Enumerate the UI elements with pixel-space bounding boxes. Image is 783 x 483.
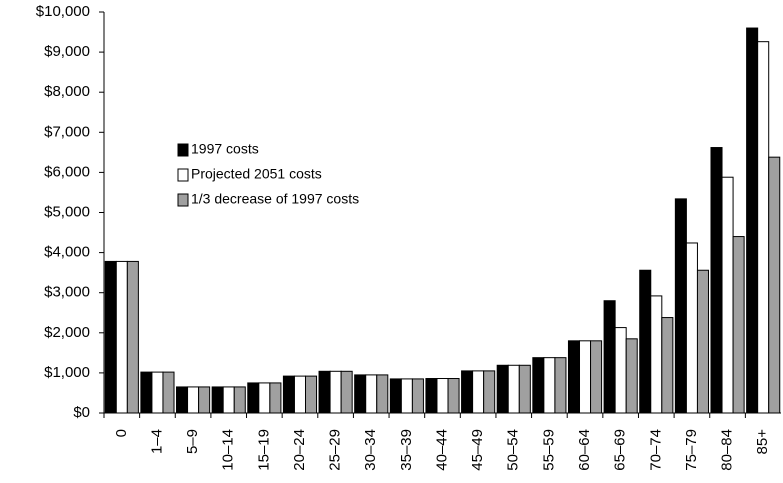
bar: [768, 156, 781, 414]
bar: [247, 382, 260, 414]
bar: [389, 378, 402, 414]
y-tick-label: $10,000: [36, 3, 90, 20]
y-tick-label: $3,000: [44, 284, 90, 301]
bar: [590, 340, 603, 414]
bar: [614, 327, 627, 414]
legend-label: Projected 2051 costs: [191, 166, 322, 182]
y-tick-label: $9,000: [44, 43, 90, 60]
x-tick-label: 5–9: [184, 429, 201, 454]
bar: [104, 260, 117, 414]
bar: [211, 386, 224, 414]
bar: [710, 147, 723, 414]
x-tick-label: 35–39: [398, 429, 415, 471]
bar: [425, 378, 438, 414]
bar: [721, 176, 734, 414]
bar: [567, 340, 581, 414]
bar: [496, 364, 509, 414]
x-tick-label: 60–64: [576, 429, 593, 471]
x-tick-label: 25–29: [327, 429, 344, 471]
x-tick-label: 80–84: [719, 429, 736, 471]
legend-swatch: [177, 143, 189, 157]
x-tick-label: 65–69: [612, 429, 629, 471]
x-tick-label: 70–74: [647, 429, 664, 471]
bar: [176, 386, 189, 414]
bar: [258, 382, 271, 414]
bar: [376, 374, 389, 414]
legend-swatch: [177, 193, 189, 207]
x-tick-label: 50–54: [505, 429, 522, 471]
bar: [115, 260, 128, 414]
bar: [293, 375, 306, 414]
bar: [732, 236, 745, 414]
x-tick-label: 75–79: [683, 429, 700, 471]
y-tick-label: $2,000: [44, 324, 90, 341]
y-tick-label: $1,000: [44, 364, 90, 381]
x-tick-label: 55–59: [540, 429, 557, 471]
x-tick-label: 30–34: [362, 429, 379, 471]
bar: [650, 295, 663, 414]
bar: [554, 357, 567, 414]
x-tick-label: 85+: [754, 429, 771, 455]
bar: [685, 242, 698, 414]
bar: [282, 375, 295, 414]
x-tick-label: 10–14: [220, 429, 237, 471]
bar: [507, 364, 520, 414]
x-tick-label: 45–49: [469, 429, 486, 471]
bar: [603, 300, 616, 414]
bar: [140, 371, 153, 414]
bar: [447, 378, 460, 414]
bar: [532, 357, 545, 414]
bar: [162, 371, 175, 414]
bar: [674, 198, 687, 414]
bar: [151, 371, 164, 414]
bar: [354, 374, 367, 414]
bar: [198, 386, 211, 414]
bar: [746, 27, 759, 414]
y-tick-label: $7,000: [44, 123, 90, 140]
bar: [696, 269, 709, 414]
bar: [461, 370, 474, 414]
bar: [222, 386, 235, 414]
bar: [543, 357, 556, 414]
bar: [126, 260, 139, 414]
bar: [661, 317, 674, 414]
y-tick-label: $0: [73, 404, 90, 421]
legend-swatch: [177, 168, 189, 182]
bar: [400, 378, 413, 414]
bar: [472, 370, 485, 414]
y-tick-label: $5,000: [44, 203, 90, 220]
x-tick-label: 0: [113, 429, 130, 437]
x-tick-label: 40–44: [433, 429, 450, 471]
bar: [518, 364, 531, 414]
bar: [187, 386, 200, 414]
y-tick-label: $6,000: [44, 163, 90, 180]
bar: [579, 340, 592, 414]
x-tick-label: 20–24: [291, 429, 308, 471]
bar: [340, 370, 353, 414]
y-tick-label: $4,000: [44, 244, 90, 261]
bar: [411, 378, 424, 414]
bar: [269, 382, 282, 414]
bar: [318, 370, 331, 414]
x-tick-label: 1–4: [148, 429, 165, 454]
legend-label: 1/3 decrease of 1997 costs: [191, 191, 359, 207]
bar: [483, 370, 496, 414]
bar: [625, 338, 638, 414]
bar: [436, 378, 449, 414]
x-tick-label: 15–19: [255, 429, 272, 471]
legend-label: 1997 costs: [191, 141, 259, 157]
bar: [233, 386, 246, 414]
y-tick-label: $8,000: [44, 83, 90, 100]
bar: [639, 269, 652, 414]
bar: [329, 370, 342, 414]
bar: [365, 374, 378, 414]
bar: [757, 41, 770, 414]
bar: [304, 375, 318, 414]
